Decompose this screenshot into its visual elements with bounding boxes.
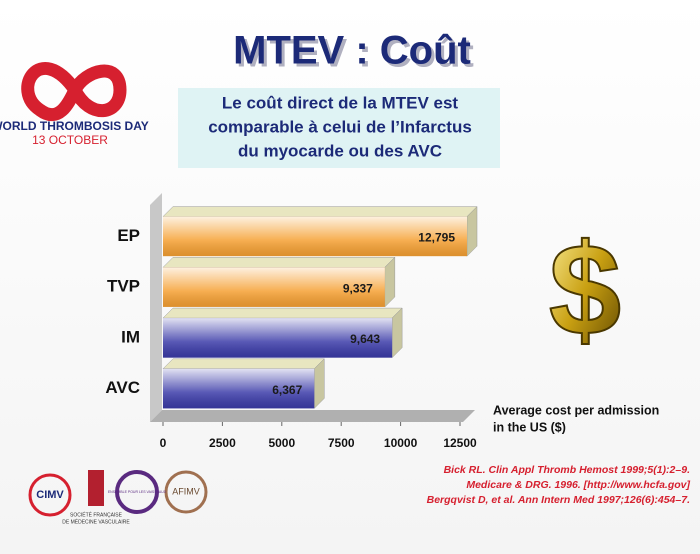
bar-shine [163, 368, 315, 409]
y-tick-label: AVC [105, 378, 140, 397]
bar-shine [163, 267, 385, 307]
logo-text: ENSEMBLE POUR LES VAISSEAUX [108, 490, 167, 494]
bar-top [162, 307, 403, 319]
y-tick-label: IM [121, 327, 140, 346]
floor [150, 410, 475, 422]
x-tick-label: 2500 [209, 436, 236, 450]
message-box [178, 88, 500, 168]
title-shadow: MTEV : Coût [236, 32, 474, 76]
y-tick-label: TVP [107, 277, 140, 296]
x-tick-label: 7500 [328, 436, 355, 450]
logo-text: SOCIÉTÉ FRANÇAISE [70, 511, 123, 518]
x-tick-label: 12500 [443, 436, 477, 450]
value-label: 6,367 [272, 383, 302, 397]
box-line: comparable à celui de l’Infarctus [208, 117, 472, 136]
back-wall [150, 193, 162, 422]
logo-text: AFIMV [172, 486, 200, 496]
y-tick-label: EP [117, 226, 140, 245]
logo-text: DE MÉDECINE VASCULAIRE [62, 518, 130, 525]
reference: Medicare & DRG. 1996. [http://www.hcfa.g… [466, 479, 690, 491]
x-tick-label: 10000 [384, 436, 418, 450]
value-label: 12,795 [418, 231, 455, 245]
bar-top [162, 257, 396, 268]
x-tick-label: 5000 [268, 436, 295, 450]
dollar-icon: $ [549, 216, 621, 362]
bar-shine [163, 216, 468, 257]
bar-top [162, 358, 325, 370]
logo-line2: 13 OCTOBER [32, 133, 108, 147]
value-label: 9,337 [343, 281, 373, 295]
bar-top [162, 206, 478, 217]
bar-shine [163, 318, 393, 358]
logo-line1: WORLD THROMBOSIS DAY [0, 119, 149, 133]
axis-label: Average cost per admission [493, 403, 659, 417]
x-tick-label: 0 [160, 436, 167, 450]
axis-label: in the US ($) [493, 420, 566, 434]
chart-title: MTEV : Coût [233, 29, 471, 73]
wtd-logo [21, 62, 127, 122]
box-line: du myocarde ou des AVC [238, 141, 442, 160]
box-line: Le coût direct de la MTEV est [222, 93, 459, 112]
reference: Bergqvist D, et al. Ann Intern Med 1997;… [427, 494, 690, 506]
reference: Bick RL. Clin Appl Thromb Hemost 1999;5(… [444, 464, 690, 476]
value-label: 9,643 [350, 332, 380, 346]
logo-text: CIMV [36, 489, 64, 501]
partner-logos [28, 470, 208, 517]
